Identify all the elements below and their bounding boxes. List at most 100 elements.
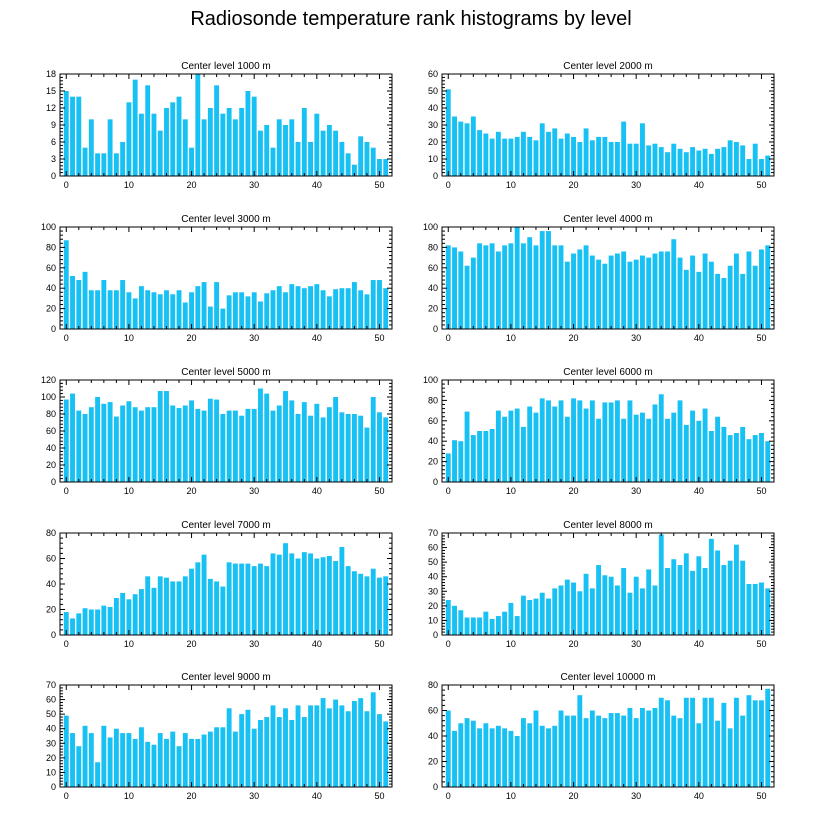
- histogram-bar: [226, 708, 232, 787]
- histogram-bar: [195, 738, 201, 787]
- histogram-bar: [696, 556, 702, 635]
- histogram-bar: [270, 705, 276, 787]
- histogram-bar: [539, 123, 545, 176]
- histogram-bar: [364, 294, 370, 329]
- histogram-panel-4: Center level 4000 m 0 10 20 30 40 50 0 20 40 60 80 1…: [423, 214, 775, 343]
- histogram-bar: [552, 725, 558, 787]
- x-tick-label: 20: [187, 180, 197, 190]
- histogram-bar: [495, 725, 501, 787]
- y-tick-label: 60: [428, 543, 438, 553]
- histogram-bar: [138, 589, 144, 635]
- histogram-bar: [683, 152, 689, 176]
- histogram-bar: [746, 439, 752, 482]
- histogram-bar: [765, 588, 771, 635]
- histogram-bar: [740, 273, 746, 329]
- histogram-bar: [377, 714, 382, 787]
- histogram-bar: [539, 725, 545, 787]
- histogram-bar: [759, 582, 764, 635]
- histogram-bar: [627, 261, 633, 329]
- histogram-bar: [677, 565, 683, 635]
- histogram-bar: [289, 119, 295, 176]
- x-tick-label: 10: [124, 180, 134, 190]
- histogram-bar: [558, 710, 564, 787]
- histogram-bar: [201, 410, 207, 482]
- histogram-bar: [495, 410, 501, 482]
- x-tick-label: 20: [569, 791, 579, 801]
- x-tick-label: 0: [446, 333, 451, 343]
- histogram-bar: [483, 133, 489, 176]
- histogram-bar: [464, 265, 470, 329]
- histogram-bar: [445, 453, 451, 482]
- histogram-panel-9: Center level 9000 m 0 10 20 30 40 50 0 10 20 30 40 5…: [46, 672, 393, 801]
- histogram-bar: [759, 249, 764, 329]
- histogram-bar: [571, 582, 576, 635]
- histogram-bar: [333, 561, 339, 635]
- histogram-bar: [608, 576, 614, 635]
- histogram-bar: [452, 730, 457, 787]
- histogram-bar: [514, 136, 520, 176]
- histogram-bar: [164, 577, 169, 636]
- histogram-bar: [314, 113, 320, 176]
- histogram-bar: [364, 142, 370, 176]
- x-tick-label: 30: [631, 180, 641, 190]
- histogram-bar: [138, 286, 144, 329]
- x-tick-label: 30: [249, 791, 259, 801]
- histogram-bar: [527, 136, 533, 176]
- histogram-bar: [276, 286, 282, 329]
- y-tick-label: 80: [428, 680, 438, 690]
- histogram-bar: [740, 715, 746, 787]
- histogram-bar: [583, 573, 589, 635]
- histogram-bar: [527, 600, 533, 635]
- histogram-bar: [640, 588, 645, 635]
- x-tick-label: 0: [446, 791, 451, 801]
- y-tick-label: 20: [428, 137, 438, 147]
- histogram-bar: [489, 428, 495, 482]
- histogram-bar: [464, 411, 470, 482]
- histogram-bar: [583, 718, 589, 787]
- histogram-bar: [470, 617, 476, 635]
- histogram-bar: [470, 257, 476, 329]
- histogram-bar: [358, 136, 364, 176]
- histogram-bar: [207, 306, 213, 329]
- histogram-bar: [640, 412, 645, 482]
- histogram-bar: [207, 398, 213, 482]
- histogram-bar: [101, 725, 107, 787]
- histogram-bar: [690, 255, 696, 329]
- y-tick-label: 80: [428, 242, 438, 252]
- histogram-bar: [170, 294, 176, 329]
- histogram-panel-8: Center level 8000 m 0 10 20 30 40 50 0 10 20 30 40 5…: [428, 520, 775, 649]
- histogram-bar: [571, 715, 576, 787]
- histogram-bar: [189, 738, 194, 787]
- histogram-bar: [596, 259, 602, 329]
- histogram-bar: [320, 557, 326, 635]
- histogram-bar: [345, 566, 351, 635]
- panel-title: Center level 2000 m: [563, 61, 653, 72]
- histogram-bar: [502, 138, 508, 176]
- histogram-bar: [107, 737, 113, 787]
- histogram-bar: [164, 290, 169, 329]
- histogram-bar: [157, 391, 163, 482]
- histogram-bar: [458, 610, 464, 635]
- y-tick-label: 0: [433, 324, 438, 334]
- histogram-bar: [483, 611, 489, 635]
- histogram-bar: [101, 605, 107, 635]
- histogram-bar: [126, 401, 132, 482]
- histogram-bar: [264, 566, 270, 635]
- histogram-bar: [308, 286, 314, 329]
- histogram-bar: [182, 405, 188, 482]
- histogram-bar: [489, 243, 495, 329]
- histogram-bar: [596, 136, 602, 176]
- histogram-bar: [145, 741, 151, 787]
- x-tick-label: 0: [446, 639, 451, 649]
- y-tick-label: 20: [46, 605, 56, 615]
- x-tick-label: 40: [694, 333, 704, 343]
- histogram-bar: [702, 148, 708, 176]
- histogram-bar: [721, 702, 727, 787]
- histogram-bar: [138, 113, 144, 176]
- histogram-bar: [652, 707, 658, 787]
- x-tick-label: 10: [124, 486, 134, 496]
- histogram-bar: [715, 148, 721, 176]
- histogram-bar: [483, 245, 489, 329]
- histogram-bar: [132, 594, 138, 635]
- histogram-bar: [752, 143, 758, 176]
